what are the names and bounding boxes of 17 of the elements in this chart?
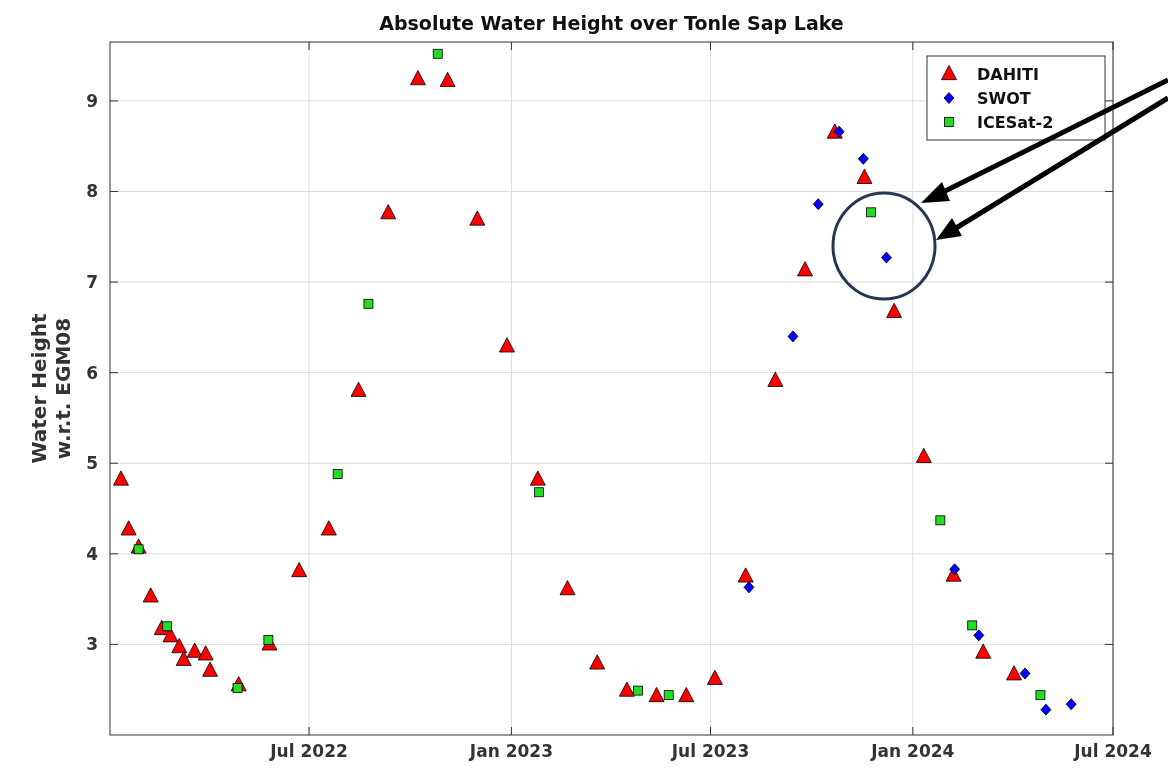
- x-tick-label: Jul 2022: [269, 741, 348, 761]
- legend-label: DAHITI: [977, 65, 1039, 84]
- y-axis-title: Water Height w.r.t. EGM08: [27, 313, 75, 464]
- y-tick-label: 8: [86, 181, 98, 202]
- y-tick-label: 9: [86, 90, 98, 111]
- x-tick-label: Jul 2023: [670, 741, 750, 761]
- x-tick-label: Jul 2024: [1073, 741, 1152, 761]
- x-tick-label: Jan 2023: [468, 741, 553, 761]
- chart-title: Absolute Water Height over Tonle Sap Lake: [379, 12, 844, 34]
- y-tick-label: 5: [86, 453, 98, 474]
- legend-label: SWOT: [977, 89, 1031, 108]
- legend-label: ICESat-2: [977, 113, 1054, 132]
- y-tick-label: 4: [86, 543, 99, 564]
- y-tick-label: 6: [86, 362, 98, 383]
- x-tick-label: Jan 2024: [870, 741, 955, 761]
- y-tick-label: 3: [86, 634, 98, 655]
- y-tick-label: 7: [86, 272, 98, 293]
